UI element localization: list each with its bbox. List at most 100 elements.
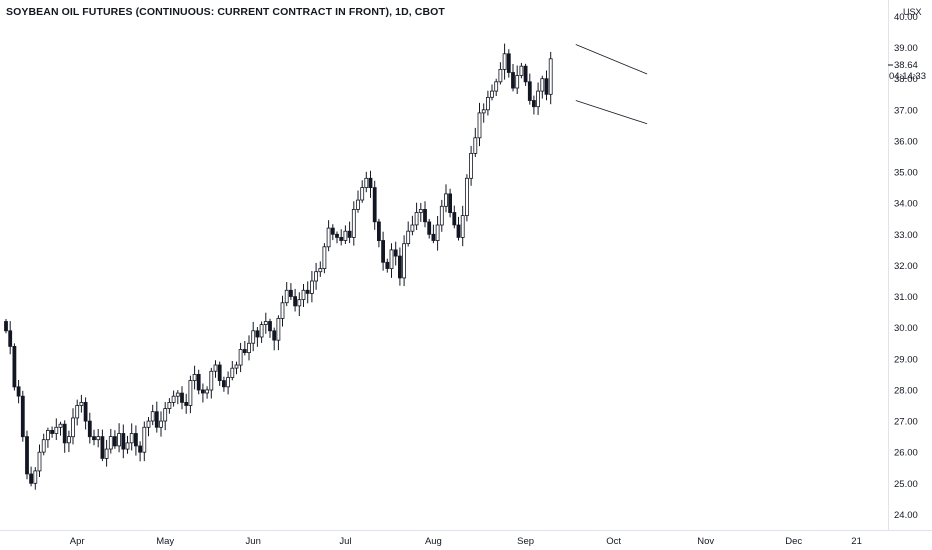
candle[interactable] bbox=[251, 321, 256, 352]
candle[interactable] bbox=[414, 202, 419, 230]
candle[interactable] bbox=[322, 243, 327, 274]
candle[interactable] bbox=[477, 102, 482, 147]
candle[interactable] bbox=[268, 318, 272, 338]
candle[interactable] bbox=[154, 401, 159, 433]
candle[interactable] bbox=[536, 82, 540, 115]
candle[interactable] bbox=[397, 247, 402, 286]
candle[interactable] bbox=[435, 216, 440, 251]
candle[interactable] bbox=[318, 261, 323, 277]
candle[interactable] bbox=[16, 380, 21, 404]
candle[interactable] bbox=[33, 467, 38, 490]
candle[interactable] bbox=[456, 216, 461, 241]
candle[interactable] bbox=[129, 423, 134, 451]
candle[interactable] bbox=[41, 433, 46, 456]
plot-area[interactable] bbox=[4, 43, 553, 490]
candle[interactable] bbox=[460, 205, 465, 247]
candle[interactable] bbox=[58, 421, 63, 436]
candle[interactable] bbox=[104, 439, 109, 467]
candle[interactable] bbox=[205, 386, 210, 399]
candle[interactable] bbox=[29, 466, 34, 487]
candle[interactable] bbox=[113, 430, 117, 449]
candle[interactable] bbox=[498, 62, 503, 85]
candle[interactable] bbox=[67, 430, 71, 453]
candle[interactable] bbox=[519, 62, 524, 79]
candle[interactable] bbox=[159, 411, 163, 437]
candle[interactable] bbox=[335, 231, 339, 244]
candle[interactable] bbox=[96, 429, 101, 448]
candle[interactable] bbox=[150, 404, 155, 426]
candle[interactable] bbox=[171, 390, 176, 407]
candle[interactable] bbox=[146, 417, 151, 437]
candle[interactable] bbox=[326, 220, 331, 252]
candle[interactable] bbox=[544, 70, 549, 101]
candle[interactable] bbox=[46, 427, 50, 448]
candle[interactable] bbox=[280, 295, 285, 327]
candle[interactable] bbox=[360, 180, 365, 203]
candle[interactable] bbox=[62, 420, 67, 453]
candle[interactable] bbox=[20, 390, 25, 442]
candle[interactable] bbox=[184, 393, 189, 414]
candle[interactable] bbox=[272, 327, 277, 351]
candle[interactable] bbox=[502, 43, 507, 80]
candle[interactable] bbox=[305, 281, 310, 304]
candle[interactable] bbox=[75, 399, 80, 426]
candle[interactable] bbox=[4, 319, 8, 334]
candle[interactable] bbox=[339, 229, 344, 246]
candle[interactable] bbox=[444, 184, 448, 213]
candle[interactable] bbox=[389, 243, 394, 278]
candle[interactable] bbox=[439, 199, 444, 232]
candle[interactable] bbox=[376, 218, 381, 248]
candle[interactable] bbox=[473, 127, 478, 157]
candle[interactable] bbox=[234, 361, 239, 375]
candle[interactable] bbox=[469, 145, 474, 186]
candle[interactable] bbox=[293, 288, 298, 312]
candle[interactable] bbox=[121, 424, 126, 459]
candle[interactable] bbox=[163, 402, 168, 431]
candle[interactable] bbox=[230, 361, 235, 381]
candle[interactable] bbox=[125, 435, 130, 454]
candle[interactable] bbox=[485, 90, 490, 116]
candle[interactable] bbox=[108, 428, 113, 454]
candle[interactable] bbox=[188, 375, 193, 414]
candle[interactable] bbox=[301, 284, 306, 307]
candle[interactable] bbox=[12, 343, 17, 391]
candle[interactable] bbox=[393, 241, 398, 266]
candle[interactable] bbox=[196, 369, 201, 395]
candle[interactable] bbox=[259, 321, 264, 343]
candle[interactable] bbox=[25, 430, 29, 480]
candle[interactable] bbox=[263, 312, 268, 334]
candle[interactable] bbox=[540, 75, 545, 99]
candle[interactable] bbox=[297, 292, 302, 316]
candle[interactable] bbox=[506, 49, 511, 78]
candle[interactable] bbox=[523, 63, 528, 86]
candle[interactable] bbox=[309, 271, 314, 303]
candle[interactable] bbox=[175, 390, 180, 405]
candle[interactable] bbox=[515, 65, 520, 95]
candle[interactable] bbox=[427, 218, 432, 239]
candle[interactable] bbox=[79, 394, 84, 413]
candle[interactable] bbox=[226, 371, 231, 395]
candle[interactable] bbox=[494, 78, 499, 96]
candle[interactable] bbox=[406, 221, 411, 247]
price-axis[interactable]: 24.00 25.00 26.00 27.00 28.00 29.00 30.00 31.00… bbox=[894, 12, 918, 521]
candle[interactable] bbox=[133, 425, 138, 456]
candle[interactable] bbox=[511, 64, 515, 92]
candle[interactable] bbox=[71, 408, 75, 445]
candle[interactable] bbox=[221, 376, 226, 392]
candle[interactable] bbox=[481, 103, 486, 123]
candle[interactable] bbox=[548, 51, 553, 105]
candle[interactable] bbox=[385, 258, 390, 273]
candle[interactable] bbox=[37, 444, 42, 478]
candle[interactable] bbox=[138, 441, 143, 462]
time-axis[interactable]: Apr May Jun Jul Aug Sep Oct Nov Dec 21 bbox=[70, 536, 862, 547]
candle[interactable] bbox=[490, 84, 494, 101]
candle[interactable] bbox=[423, 201, 427, 228]
candle[interactable] bbox=[167, 398, 172, 414]
candle[interactable] bbox=[288, 283, 293, 300]
candle[interactable] bbox=[452, 205, 457, 229]
candle[interactable] bbox=[238, 342, 243, 373]
candle[interactable] bbox=[8, 321, 13, 355]
candle[interactable] bbox=[142, 421, 147, 462]
candle[interactable] bbox=[368, 170, 373, 198]
candle[interactable] bbox=[100, 429, 105, 462]
